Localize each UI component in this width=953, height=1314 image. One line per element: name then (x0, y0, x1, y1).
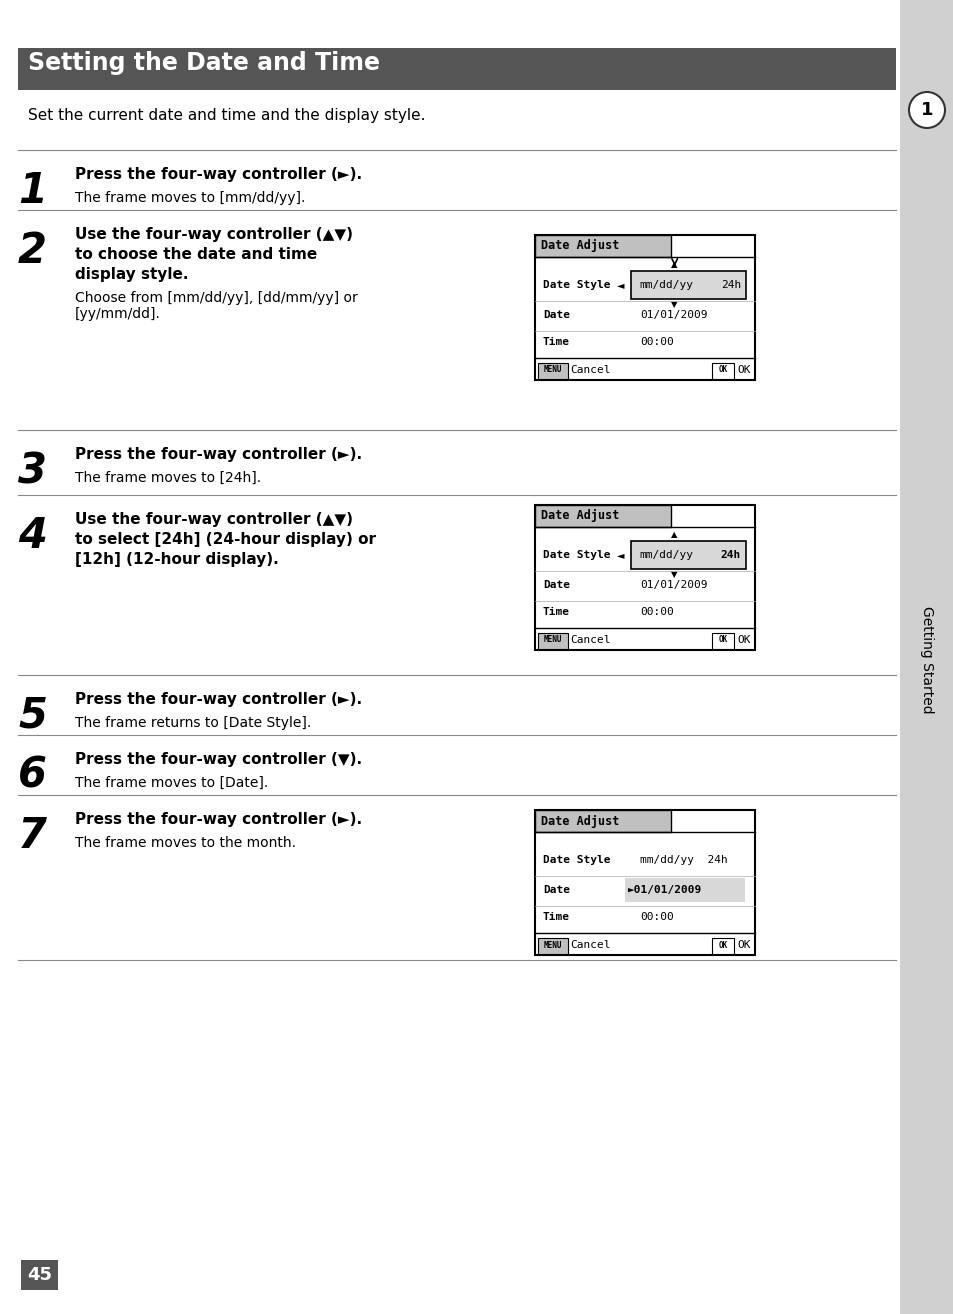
Bar (535, 809, 671, 832)
Text: 4: 4 (18, 515, 47, 557)
Text: 7: 7 (18, 815, 47, 857)
Text: Choose from [mm/dd/yy], [dd/mm/yy] or: Choose from [mm/dd/yy], [dd/mm/yy] or (75, 290, 357, 305)
Text: Date Adjust: Date Adjust (540, 815, 618, 828)
Text: Time: Time (542, 336, 569, 347)
Text: ▼: ▼ (671, 570, 678, 579)
Text: Setting the Date and Time: Setting the Date and Time (28, 51, 379, 75)
Text: OK: OK (718, 636, 727, 644)
Text: 1: 1 (920, 101, 932, 120)
Text: ▲: ▲ (671, 530, 678, 539)
Text: 24h: 24h (720, 280, 740, 290)
Text: Press the four-way controller (►).: Press the four-way controller (►). (75, 447, 362, 463)
Text: ▲: ▲ (671, 260, 678, 269)
Bar (535, 505, 671, 527)
Bar (899, 0, 953, 1314)
Text: MENU: MENU (543, 941, 561, 950)
Text: 00:00: 00:00 (639, 912, 673, 922)
FancyBboxPatch shape (535, 505, 754, 650)
Text: mm/dd/yy: mm/dd/yy (639, 280, 692, 290)
Text: display style.: display style. (75, 267, 189, 283)
Text: mm/dd/yy: mm/dd/yy (639, 551, 692, 560)
Text: to select [24h] (24-hour display) or: to select [24h] (24-hour display) or (75, 532, 375, 547)
Text: Use the four-way controller (▲▼): Use the four-way controller (▲▼) (75, 227, 353, 242)
Text: OK: OK (718, 365, 727, 374)
Text: Set the current date and time and the display style.: Set the current date and time and the di… (28, 108, 425, 124)
Text: 3: 3 (18, 449, 47, 491)
Text: 00:00: 00:00 (639, 336, 673, 347)
Text: [yy/mm/dd].: [yy/mm/dd]. (75, 307, 161, 321)
Text: Date Style: Date Style (542, 280, 610, 290)
Text: Cancel: Cancel (569, 635, 610, 645)
Text: OK: OK (718, 941, 727, 950)
Text: to choose the date and time: to choose the date and time (75, 247, 317, 261)
Text: Getting Started: Getting Started (919, 606, 933, 714)
Text: 2: 2 (18, 230, 47, 272)
Text: Press the four-way controller (▼).: Press the four-way controller (▼). (75, 752, 362, 767)
Text: ►01/01/2009: ►01/01/2009 (627, 886, 701, 895)
Text: 24h: 24h (720, 551, 740, 560)
Text: The frame moves to the month.: The frame moves to the month. (75, 836, 295, 850)
FancyBboxPatch shape (537, 938, 567, 954)
Text: Date Adjust: Date Adjust (540, 239, 618, 252)
Text: MENU: MENU (543, 365, 561, 374)
Text: Date: Date (542, 310, 569, 321)
Text: 1: 1 (18, 170, 47, 212)
Text: Time: Time (542, 912, 569, 922)
Text: Time: Time (542, 607, 569, 618)
Text: Cancel: Cancel (569, 365, 610, 374)
Text: OK: OK (737, 940, 750, 950)
Bar (535, 235, 671, 258)
FancyBboxPatch shape (537, 363, 567, 378)
Text: Date Style: Date Style (542, 551, 610, 560)
FancyBboxPatch shape (711, 363, 733, 378)
Text: [12h] (12-hour display).: [12h] (12-hour display). (75, 552, 278, 568)
Text: The frame moves to [mm/dd/yy].: The frame moves to [mm/dd/yy]. (75, 191, 305, 205)
Text: 5: 5 (18, 695, 47, 737)
FancyBboxPatch shape (535, 235, 754, 380)
Circle shape (908, 92, 944, 127)
Text: MENU: MENU (543, 636, 561, 644)
Bar (18, 49, 895, 89)
Text: Date: Date (542, 579, 569, 590)
Text: 00:00: 00:00 (639, 607, 673, 618)
Text: mm/dd/yy  24h: mm/dd/yy 24h (639, 855, 727, 865)
Text: Cancel: Cancel (569, 940, 610, 950)
Text: ◄: ◄ (617, 280, 624, 290)
Text: The frame moves to [Date].: The frame moves to [Date]. (75, 777, 268, 790)
FancyBboxPatch shape (711, 633, 733, 649)
Text: The frame moves to [24h].: The frame moves to [24h]. (75, 470, 261, 485)
Text: 01/01/2009: 01/01/2009 (639, 579, 707, 590)
Text: OK: OK (737, 635, 750, 645)
FancyBboxPatch shape (624, 878, 744, 901)
Text: ▼: ▼ (671, 300, 678, 309)
Text: 45: 45 (27, 1265, 52, 1284)
Text: Use the four-way controller (▲▼): Use the four-way controller (▲▼) (75, 512, 353, 527)
Text: The frame returns to [Date Style].: The frame returns to [Date Style]. (75, 716, 311, 731)
FancyBboxPatch shape (630, 271, 745, 300)
Text: Press the four-way controller (►).: Press the four-way controller (►). (75, 167, 362, 183)
Text: Date Adjust: Date Adjust (540, 510, 618, 523)
Text: 6: 6 (18, 756, 47, 798)
Text: ◄: ◄ (617, 551, 624, 560)
FancyBboxPatch shape (630, 541, 745, 569)
Text: Date Style: Date Style (542, 855, 610, 865)
Text: Press the four-way controller (►).: Press the four-way controller (►). (75, 812, 362, 827)
FancyBboxPatch shape (537, 633, 567, 649)
Text: Date: Date (542, 886, 569, 895)
Text: OK: OK (737, 365, 750, 374)
Text: 01/01/2009: 01/01/2009 (639, 310, 707, 321)
Text: Press the four-way controller (►).: Press the four-way controller (►). (75, 692, 362, 707)
FancyBboxPatch shape (711, 938, 733, 954)
FancyBboxPatch shape (535, 809, 754, 955)
